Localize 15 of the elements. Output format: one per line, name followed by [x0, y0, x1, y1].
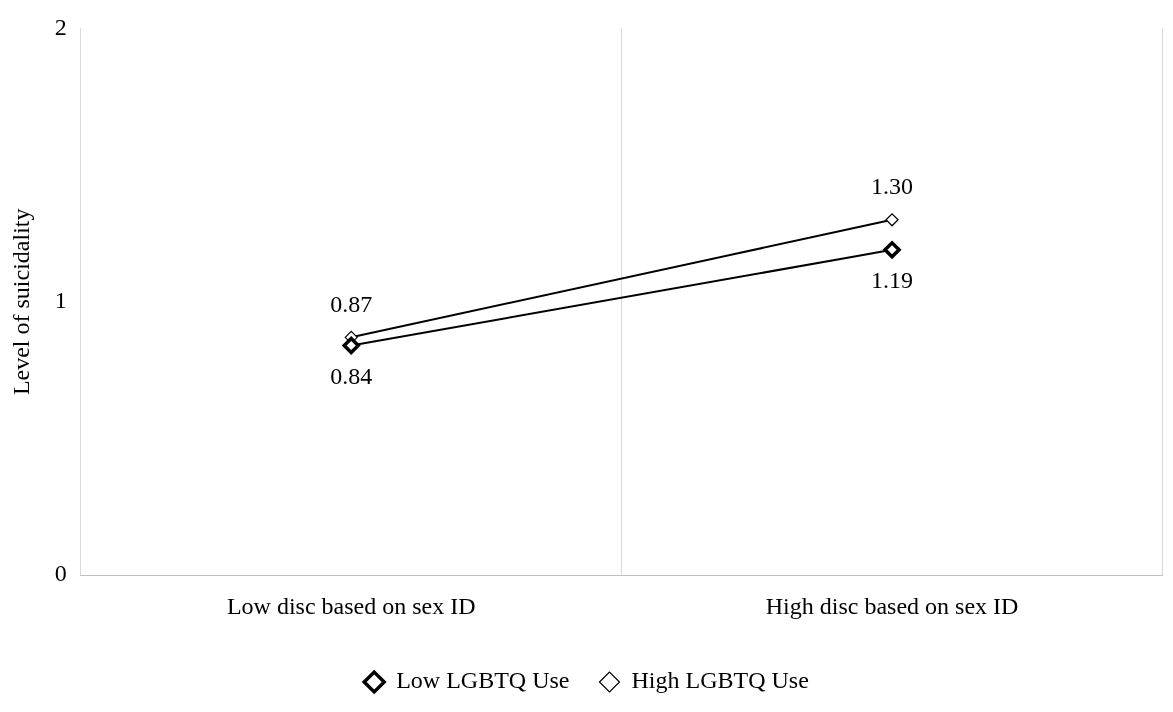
point: [883, 241, 901, 259]
x-tick-label: High disc based on sex ID: [765, 592, 1019, 619]
point: [885, 213, 899, 227]
legend-label: High LGBTQ Use: [631, 667, 809, 694]
y-tick-label: 2: [54, 13, 67, 40]
x-tick-label: Low disc based on sex ID: [226, 592, 476, 619]
data-label: 0.84: [330, 362, 373, 389]
legend-label: Low LGBTQ Use: [396, 667, 570, 694]
y-axis-title: Level of suicidality: [7, 208, 34, 396]
y-tick-label: 1: [54, 287, 67, 314]
data-label: 1.19: [871, 267, 914, 294]
point: [342, 336, 360, 355]
data-label: 1.30: [871, 173, 914, 200]
data-label: 0.87: [330, 290, 373, 317]
y-tick-label: 0: [54, 560, 67, 587]
